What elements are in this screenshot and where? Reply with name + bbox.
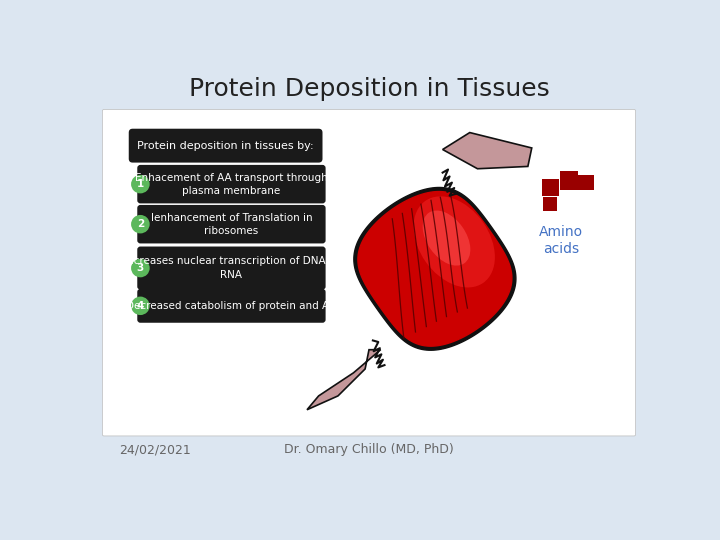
Polygon shape — [443, 132, 532, 168]
Text: Dr. Omary Chillo (MD, PhD): Dr. Omary Chillo (MD, PhD) — [284, 443, 454, 456]
Text: Amino
acids: Amino acids — [539, 225, 583, 256]
FancyBboxPatch shape — [559, 171, 578, 190]
FancyBboxPatch shape — [138, 289, 325, 323]
FancyBboxPatch shape — [544, 197, 557, 211]
Text: Protein deposition in tissues by:: Protein deposition in tissues by: — [138, 140, 314, 151]
FancyBboxPatch shape — [542, 179, 559, 195]
Text: Increases nuclear transcription of DNA to
RNA: Increases nuclear transcription of DNA t… — [124, 256, 339, 280]
Text: 24/02/2021: 24/02/2021 — [120, 443, 192, 456]
Text: Enhacement of AA transport through
plasma membrane: Enhacement of AA transport through plasm… — [135, 173, 328, 196]
FancyBboxPatch shape — [138, 165, 325, 204]
Ellipse shape — [413, 197, 495, 287]
FancyBboxPatch shape — [129, 129, 323, 163]
Circle shape — [131, 175, 150, 193]
Ellipse shape — [423, 211, 470, 266]
Text: 1: 1 — [137, 179, 144, 189]
Circle shape — [131, 259, 150, 278]
Text: 3: 3 — [137, 263, 144, 273]
Text: Protein Deposition in Tissues: Protein Deposition in Tissues — [189, 77, 549, 102]
Polygon shape — [358, 192, 512, 346]
Text: Decreased catabolism of protein and AA: Decreased catabolism of protein and AA — [126, 301, 337, 311]
Polygon shape — [307, 350, 381, 410]
Circle shape — [131, 215, 150, 233]
Text: 2: 2 — [137, 219, 144, 229]
Polygon shape — [354, 187, 516, 350]
FancyBboxPatch shape — [578, 175, 594, 190]
Text: Ienhancement of Translation in
ribosomes: Ienhancement of Translation in ribosomes — [150, 213, 312, 236]
Circle shape — [131, 296, 150, 315]
FancyBboxPatch shape — [102, 110, 636, 436]
Text: 4: 4 — [137, 301, 144, 311]
FancyBboxPatch shape — [138, 247, 325, 289]
FancyBboxPatch shape — [138, 205, 325, 244]
